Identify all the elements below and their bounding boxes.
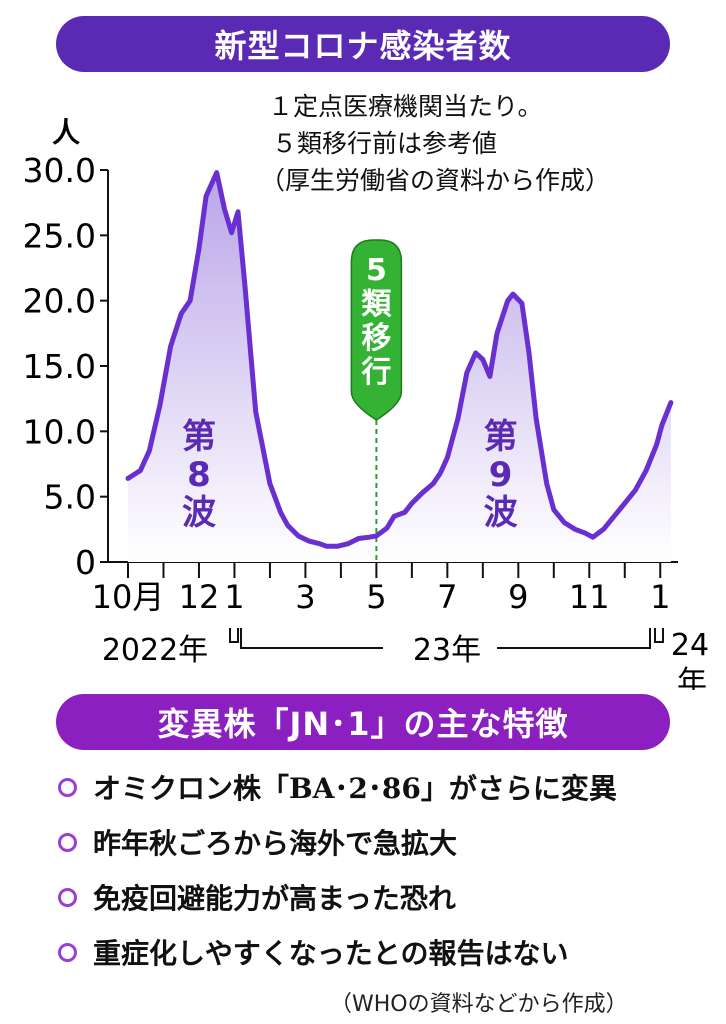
note-line: ５類移行前は参考値 — [272, 129, 498, 158]
section-banner: 変異株「JN･1」の主な特徴 — [56, 694, 670, 750]
y-tick-label: 20.0 — [23, 282, 96, 321]
marker-label: 移 — [361, 321, 391, 356]
wave9-label: 波 — [484, 493, 518, 533]
feature-text: オミクロン株「BA･2･86」がさらに変異 — [93, 772, 617, 805]
y-tick-label: 0 — [75, 543, 96, 582]
wave8-label: 第 — [182, 417, 216, 457]
x-tick-label: 12 — [179, 578, 220, 616]
chart-notes: １定点医療機関当たり。 ５類移行前は参考値 （厚生労働省の資料から作成） — [260, 88, 610, 199]
wave8-label: 波 — [182, 493, 216, 533]
feature-item: 免疫回避能力が高まった恐れ — [58, 877, 456, 917]
marker-label: 5 — [366, 253, 387, 288]
bullet-circle-icon — [58, 778, 77, 797]
x-tick-label: 5 — [366, 578, 386, 616]
y-tick-label: 30.0 — [23, 151, 96, 190]
y-tick-label: 25.0 — [23, 216, 96, 255]
year-bracket-left — [229, 628, 383, 649]
year-label-2024-suffix: 年 — [677, 665, 707, 690]
wave9-label: 9 — [489, 455, 513, 495]
y-axis: 0 5.0 10.0 15.0 20.0 25.0 30.0 — [23, 151, 109, 582]
feature-item: 昨年秋ごろから海外で急拡大 — [58, 822, 457, 862]
wave8-label: 8 — [187, 455, 211, 495]
section-title: 変異株「JN･1」の主な特徴 — [157, 705, 569, 743]
year-labels: 2022年 23年 24年 — [102, 628, 709, 690]
year-bracket-right — [497, 628, 664, 649]
y-tick-label: 5.0 — [44, 478, 96, 517]
category5-transition-marker: 5類移行 — [350, 239, 403, 421]
bullet-circle-icon — [58, 833, 77, 852]
x-tick-label: 1 — [650, 578, 670, 616]
y-tick-label: 15.0 — [23, 347, 96, 386]
cases-line — [125, 170, 674, 549]
feature-text: 重症化しやすくなったとの報告はない — [93, 937, 569, 970]
marker-label: 行 — [360, 355, 391, 390]
features-source: （WHOの資料などから作成） — [330, 992, 628, 1017]
year-label-2024: 24 — [671, 628, 709, 663]
covid-cases-chart: 人 05.010.015.020.025.030.0 10月 12 1 3 5 7 9 11 1… — [23, 116, 710, 690]
bullet-circle-icon — [58, 943, 77, 962]
bullet-circle-icon — [58, 888, 77, 907]
note-line: １定点医療機関当たり。 — [268, 92, 543, 121]
x-axis: 10月 12 1 3 5 7 9 11 1 — [92, 561, 678, 616]
marker-badge — [350, 239, 403, 421]
x-tick-label: 7 — [437, 578, 457, 616]
chart-title-banner: 新型コロナ感染者数 — [56, 16, 670, 72]
year-label-2023: 23年 — [413, 633, 481, 668]
year-label-2022: 2022年 — [102, 633, 208, 668]
x-tick-label: 3 — [295, 578, 315, 616]
chart-title: 新型コロナ感染者数 — [214, 27, 512, 65]
x-tick-label: 10月 — [92, 578, 165, 616]
feature-item: オミクロン株「BA･2･86」がさらに変異 — [58, 767, 617, 807]
feature-text: 免疫回避能力が高まった恐れ — [93, 882, 456, 915]
x-tick-label: 9 — [508, 578, 528, 616]
y-axis-unit: 人 — [52, 116, 80, 149]
x-tick-label: 1 — [224, 578, 244, 616]
wave9-label: 第 — [484, 417, 518, 457]
x-tick-label: 11 — [569, 578, 610, 616]
feature-text: 昨年秋ごろから海外で急拡大 — [93, 827, 458, 860]
marker-label: 類 — [361, 287, 392, 322]
y-tick-label: 10.0 — [23, 412, 96, 451]
feature-item: 重症化しやすくなったとの報告はない — [58, 932, 568, 972]
note-source: （厚生労働省の資料から作成） — [260, 166, 611, 195]
